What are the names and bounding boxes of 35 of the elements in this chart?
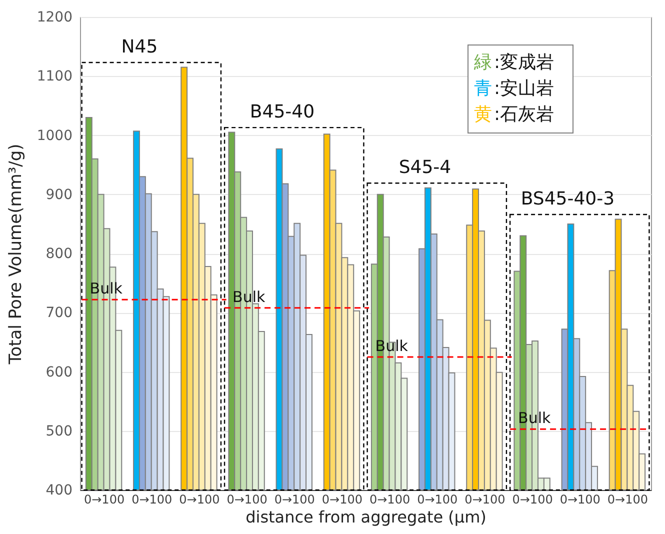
y-tick-label: 500 bbox=[46, 423, 72, 440]
x-tick-label: 0→100 bbox=[607, 492, 648, 506]
y-tick-label: 800 bbox=[46, 246, 72, 262]
y-tick-label: 900 bbox=[46, 186, 72, 203]
ref-line-label: Bulk bbox=[90, 280, 123, 298]
ref-line-label: Bulk bbox=[232, 288, 266, 306]
annotation: 青 bbox=[474, 78, 492, 99]
y-tick-label: 1200 bbox=[36, 10, 72, 26]
y-tick-label: 700 bbox=[46, 305, 72, 322]
annotation: N45 bbox=[121, 36, 158, 58]
x-tick-label: 0→100 bbox=[464, 492, 506, 506]
annotation: B45-40 bbox=[250, 102, 315, 123]
x-tick-label: 0→100 bbox=[322, 492, 363, 506]
annotation: 緑 bbox=[473, 52, 492, 73]
x-tick-label: 0→100 bbox=[369, 492, 410, 506]
y-axis-title: Total Pore Volume(mm³/g) bbox=[6, 144, 26, 366]
y-tick-label: 1000 bbox=[36, 128, 72, 144]
x-tick-label: 0→100 bbox=[512, 492, 553, 506]
annotation: S45-4 bbox=[398, 157, 452, 178]
x-axis-title: distance from aggregate (μm) bbox=[246, 508, 486, 526]
annotation: :変成岩 bbox=[494, 52, 554, 73]
x-tick-label: 0→100 bbox=[560, 492, 600, 506]
annotation: 黄 bbox=[474, 104, 492, 125]
y-tick-label: 600 bbox=[46, 364, 72, 380]
annotation: :石灰岩 bbox=[494, 104, 554, 125]
y-tick-label: 1100 bbox=[36, 68, 72, 85]
annotation: :安山岩 bbox=[494, 78, 554, 99]
x-tick-label: 0→100 bbox=[132, 492, 172, 506]
x-tick-label: 0→100 bbox=[417, 492, 458, 506]
y-tick-label: 400 bbox=[46, 482, 72, 498]
x-tick-label: 0→100 bbox=[179, 492, 220, 506]
x-tick-label: 0→100 bbox=[274, 492, 315, 506]
annotation: BS45-40-3 bbox=[520, 188, 615, 210]
x-tick-label: 0→100 bbox=[226, 492, 268, 506]
x-tick-label: 0→100 bbox=[84, 492, 125, 506]
